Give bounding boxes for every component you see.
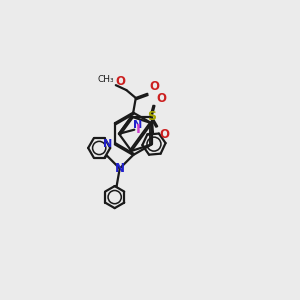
Text: N: N [103, 140, 112, 149]
Text: O: O [156, 92, 166, 105]
Text: N: N [115, 162, 125, 175]
Text: O: O [159, 128, 169, 140]
Text: S: S [147, 110, 156, 123]
Text: I: I [136, 123, 141, 136]
Text: O: O [115, 75, 125, 88]
Text: N: N [133, 120, 142, 130]
Text: O: O [149, 80, 159, 93]
Text: CH₃: CH₃ [97, 75, 114, 84]
